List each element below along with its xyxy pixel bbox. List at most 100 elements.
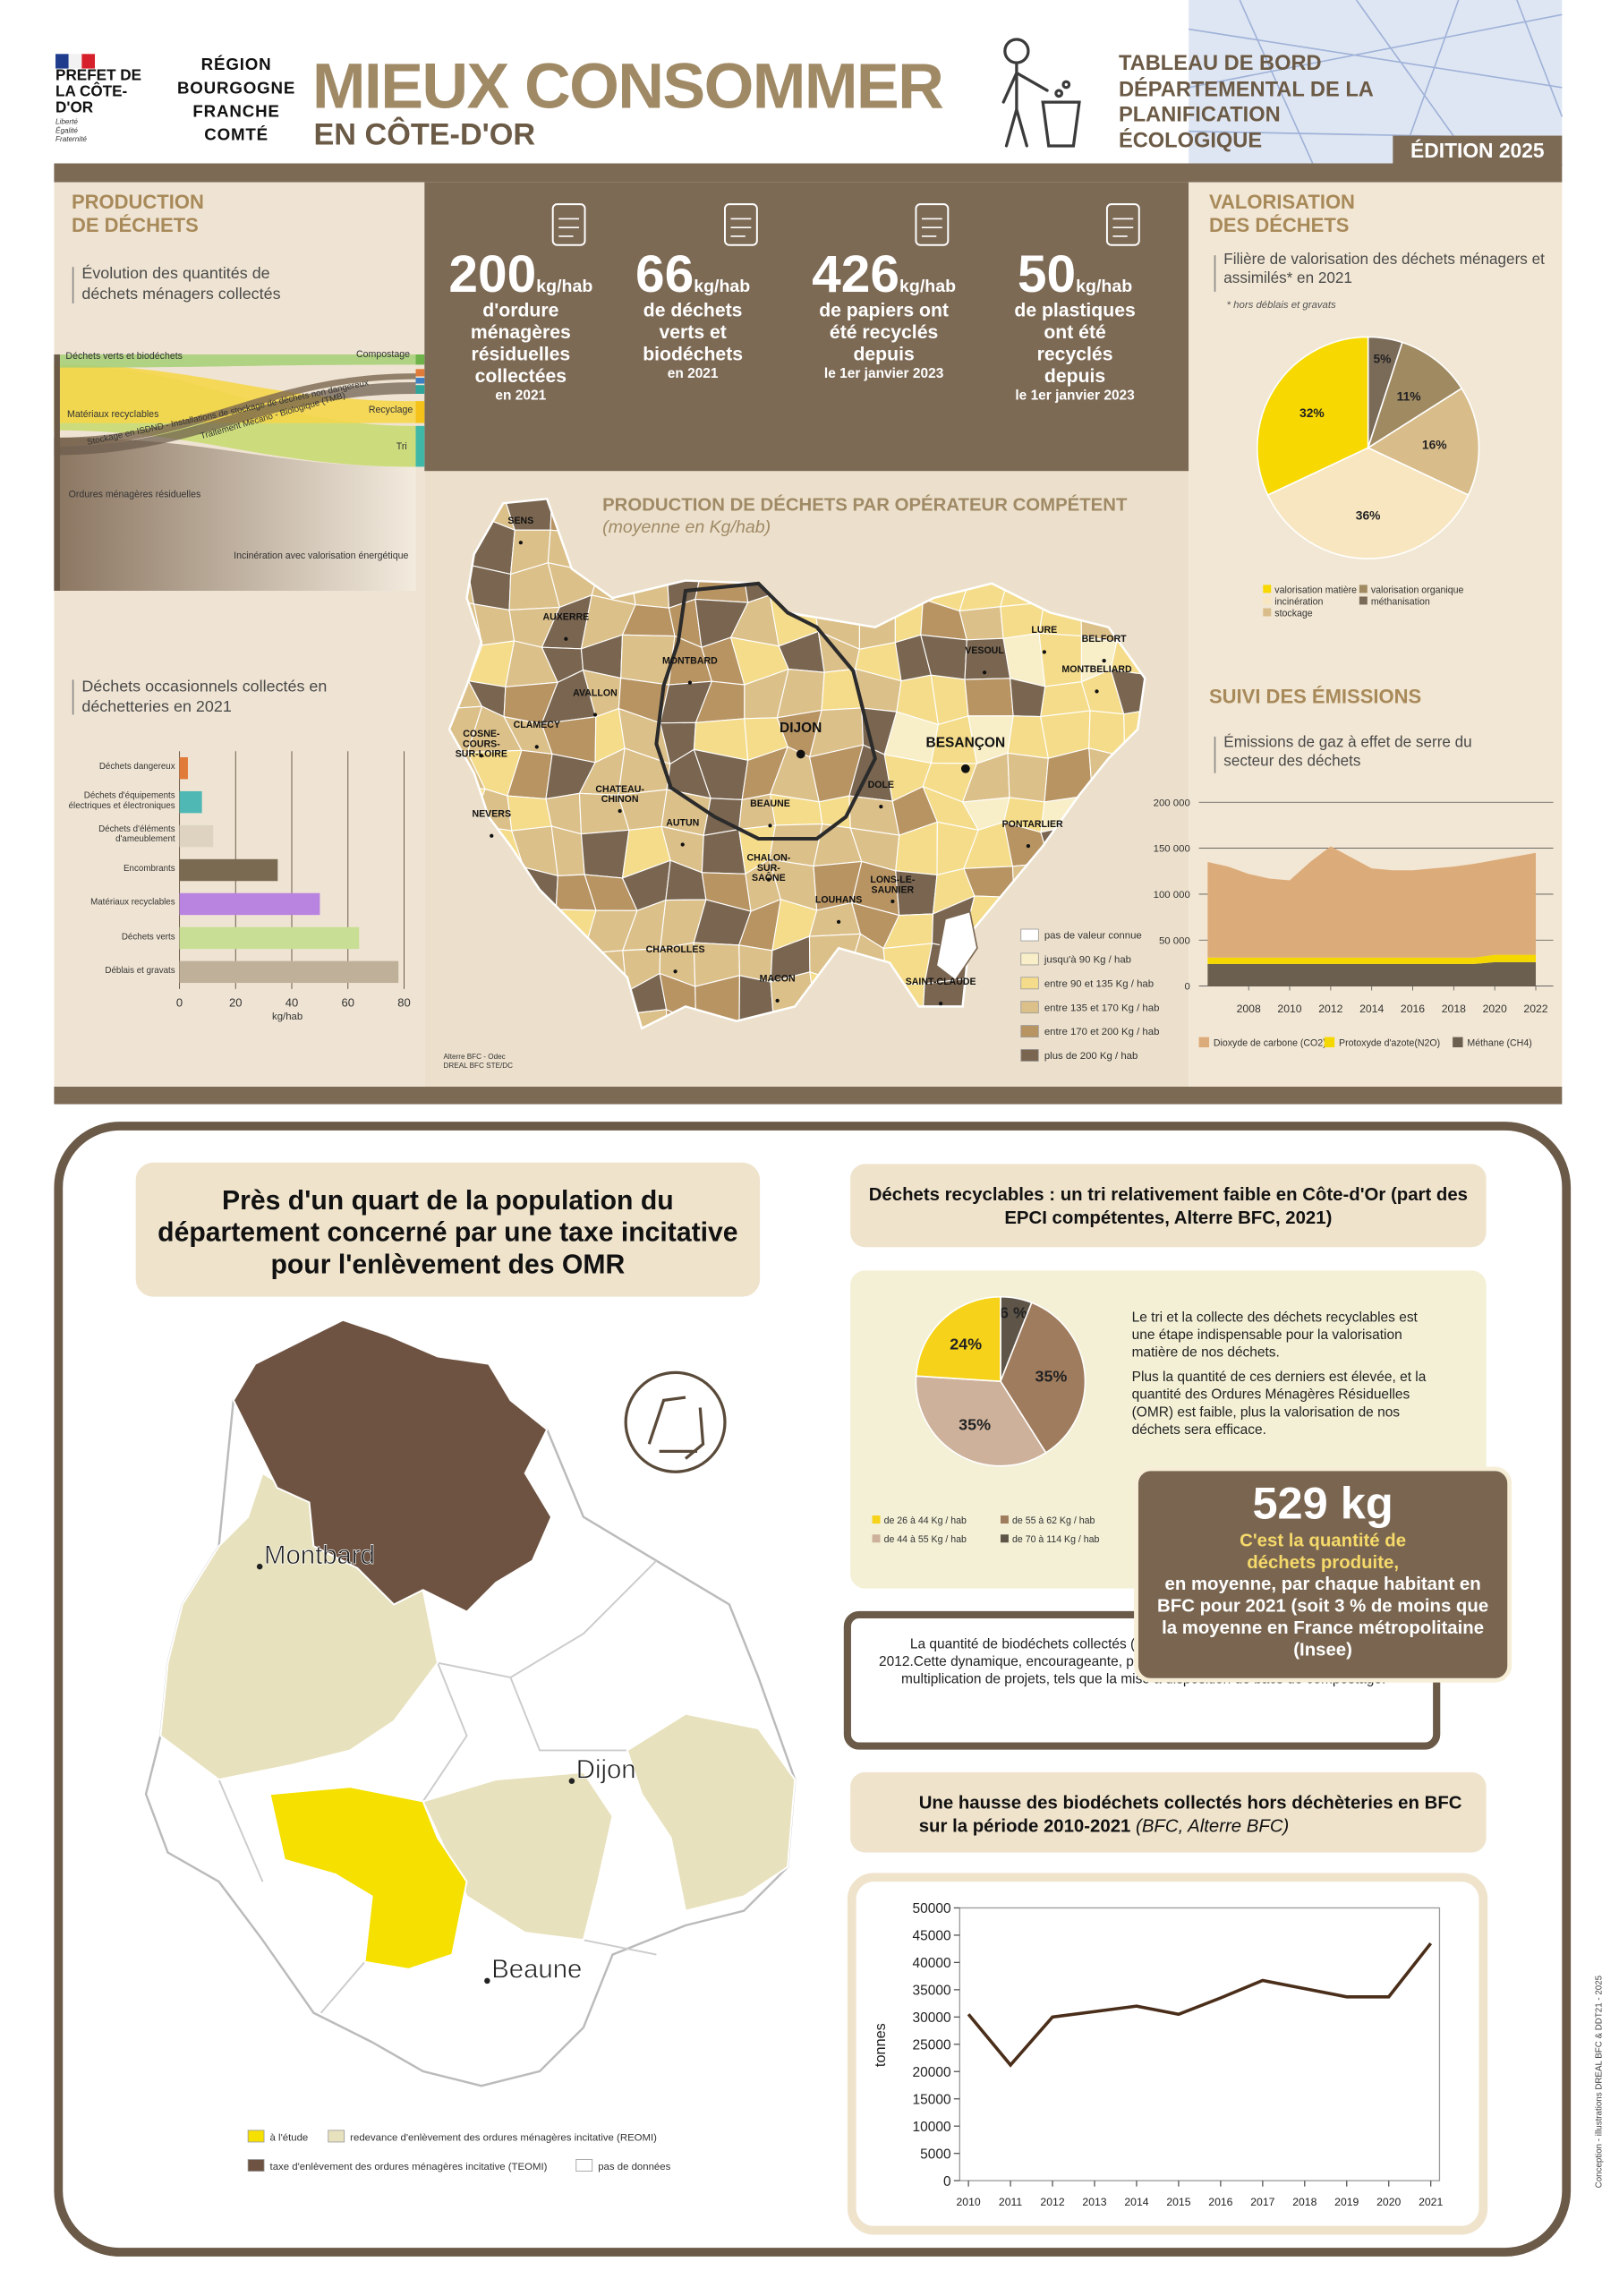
dashboard-title: TABLEAU DE BORD DÉPARTEMENTAL DE LA PLAN… xyxy=(1118,52,1373,153)
y-tick-label: Déchets d'équipements électriques et éle… xyxy=(68,791,175,811)
figure-unit: kg/hab xyxy=(1076,277,1132,296)
map-area xyxy=(626,1712,797,1912)
legend-label: incinération xyxy=(1274,596,1323,607)
x-tick-label: 2012 xyxy=(1040,2196,1064,2208)
key-figure: 426kg/hab xyxy=(812,245,956,303)
y-tick-label: Déchets verts xyxy=(121,933,175,942)
city-label: PONTARLIER xyxy=(1001,819,1063,831)
map-area xyxy=(580,829,630,879)
subtitle-box-content: Déchets occasionnels collectés en déchet… xyxy=(81,677,402,718)
map-border xyxy=(217,1559,658,2014)
x-tick-label: 2013 xyxy=(1082,2196,1106,2208)
city-box-content: CHAROLLES xyxy=(632,945,720,955)
sankey-flow xyxy=(54,437,416,591)
figure-date: en 2021 xyxy=(667,366,719,382)
y-tick-label: 15000 xyxy=(913,2092,951,2107)
map-area xyxy=(422,1771,614,1942)
city-label: BELFORT xyxy=(1081,634,1127,645)
legend-swatch xyxy=(1359,585,1368,593)
legend-label: Dioxyde de carbone (CO2) xyxy=(1214,1037,1326,1048)
legend-label: de 70 à 114 Kg / hab xyxy=(1012,1534,1100,1545)
sankey-label: Incinération avec valorisation énergétiq… xyxy=(234,551,408,561)
chart-title: Déchets occasionnels collectés en déchet… xyxy=(81,678,328,717)
x-tick-label: 2022 xyxy=(1523,1003,1547,1015)
city-box: MONTBÉLIARD xyxy=(1061,665,1131,675)
sankey-node xyxy=(415,354,425,365)
section-title-wrap: Une hausse des biodéchets collectés hors… xyxy=(919,1791,1480,1838)
heading-box: PRODUCTION DE DÉCHETS xyxy=(71,191,204,236)
title-box: Une hausse des biodéchets collectés hors… xyxy=(919,1791,1480,1838)
city-dot xyxy=(256,1563,263,1570)
x-tick-label: 2012 xyxy=(1318,1003,1342,1015)
y-tick-label: 50 000 xyxy=(1159,935,1190,946)
city-box: CHAROLLES xyxy=(632,945,720,955)
city-box-content: LONS-LE-SAUNIER xyxy=(848,875,936,896)
city-dot xyxy=(768,824,772,828)
y-tick-label: Déblais et gravats xyxy=(105,967,175,976)
city-dot xyxy=(890,899,895,904)
figure-text-box-content: de déchets verts et biodéchets en 2021 xyxy=(602,299,783,384)
sankey-flow xyxy=(54,364,416,423)
section-title: Déchets recyclables : un tri relativemen… xyxy=(868,1184,1469,1229)
prefect-name: PRÉFET DE LA CÔTE-D'OR xyxy=(55,68,142,117)
y-tick-label: 5000 xyxy=(920,2147,950,2162)
flag-blue xyxy=(55,54,69,69)
legend-swatch xyxy=(1020,928,1039,942)
category-box-content: Déchets dangereux xyxy=(55,754,175,783)
section-heading: PRODUCTION DE DÉCHETS xyxy=(71,191,204,236)
main-title: MIEUX CONSOMMER xyxy=(312,51,943,123)
figure-icon xyxy=(915,203,950,246)
legend-swatch xyxy=(872,1515,881,1524)
source-box-content: Alterre BFC - Odec DREAL BFC STE/DC xyxy=(443,1054,545,1071)
legend-label: à l'étude xyxy=(270,2132,309,2143)
category-box: Déblais et gravats xyxy=(105,967,175,976)
city-box: LONS-LE-SAUNIER xyxy=(848,875,936,896)
city-dot xyxy=(1102,659,1106,663)
x-tick-label: 20 xyxy=(229,995,242,1009)
paragraph: Plus la quantité de ces derniers est éle… xyxy=(1131,1370,1427,1438)
category-box-content: Déchets d'éléments d'ameublement xyxy=(55,822,175,851)
city-box: NEVERS xyxy=(472,809,511,819)
region-name: RÉGION BOURGOGNE FRANCHE COMTÉ xyxy=(176,56,296,145)
city-box-content: AVALLON xyxy=(551,688,639,698)
category-box-content: Déchets d'équipements électriques et éle… xyxy=(55,788,175,817)
map-subtitle: (moyenne en Kg/hab) xyxy=(602,517,771,537)
subtitle-box-content: Évolution des quantités de déchets ménag… xyxy=(81,264,373,305)
pie-label: 24% xyxy=(950,1336,982,1353)
legend-label: entre 135 et 170 Kg / hab xyxy=(1044,1003,1160,1013)
bar xyxy=(179,892,320,916)
sankey-node xyxy=(54,354,60,591)
category-box-content: Encombrants xyxy=(55,856,175,885)
figure-text: de plastiques ont été recyclés depuis xyxy=(1014,299,1136,387)
city-dot xyxy=(939,1002,943,1006)
x-tick-label: 2016 xyxy=(1208,2196,1232,2208)
pie-label: 16% xyxy=(1422,437,1447,451)
region-box-content: RÉGION BOURGOGNE FRANCHE COMTÉ xyxy=(172,54,303,147)
city-box-content: CLAMECY xyxy=(493,721,581,730)
city-box: BELFORT xyxy=(1081,634,1127,645)
city-dot xyxy=(484,1977,490,1984)
bar xyxy=(179,858,278,882)
city-label: CHAROLLES xyxy=(645,944,705,956)
edition-badge xyxy=(1393,135,1563,166)
city-dot xyxy=(796,749,805,759)
city-dot xyxy=(673,969,677,974)
pie-slice xyxy=(1366,387,1480,497)
pie-slice xyxy=(915,1375,1047,1467)
chart-title: Filière de valorisation des déchets ména… xyxy=(1223,251,1545,288)
legend-label: valorisation organique xyxy=(1371,585,1464,595)
city-box-content: LURE xyxy=(1001,626,1088,636)
paragraph-box: Le tri et la collecte des déchets recycl… xyxy=(1131,1310,1427,1438)
x-tick-label: 2020 xyxy=(1483,1003,1507,1015)
figure-unit: kg/hab xyxy=(694,277,750,296)
section-heading: VALORISATION DES DÉCHETS xyxy=(1208,191,1355,236)
category-box-content: Matériaux recyclables xyxy=(55,890,175,919)
sankey-node xyxy=(415,369,425,377)
highlight-text: en moyenne, par chaque habitant en BFC p… xyxy=(1157,1574,1489,1660)
figure-icon xyxy=(1112,218,1134,237)
city-box: BESANÇON xyxy=(926,737,1006,750)
map-area xyxy=(1110,669,1146,715)
legend-label: Méthane (CH4) xyxy=(1467,1037,1531,1048)
